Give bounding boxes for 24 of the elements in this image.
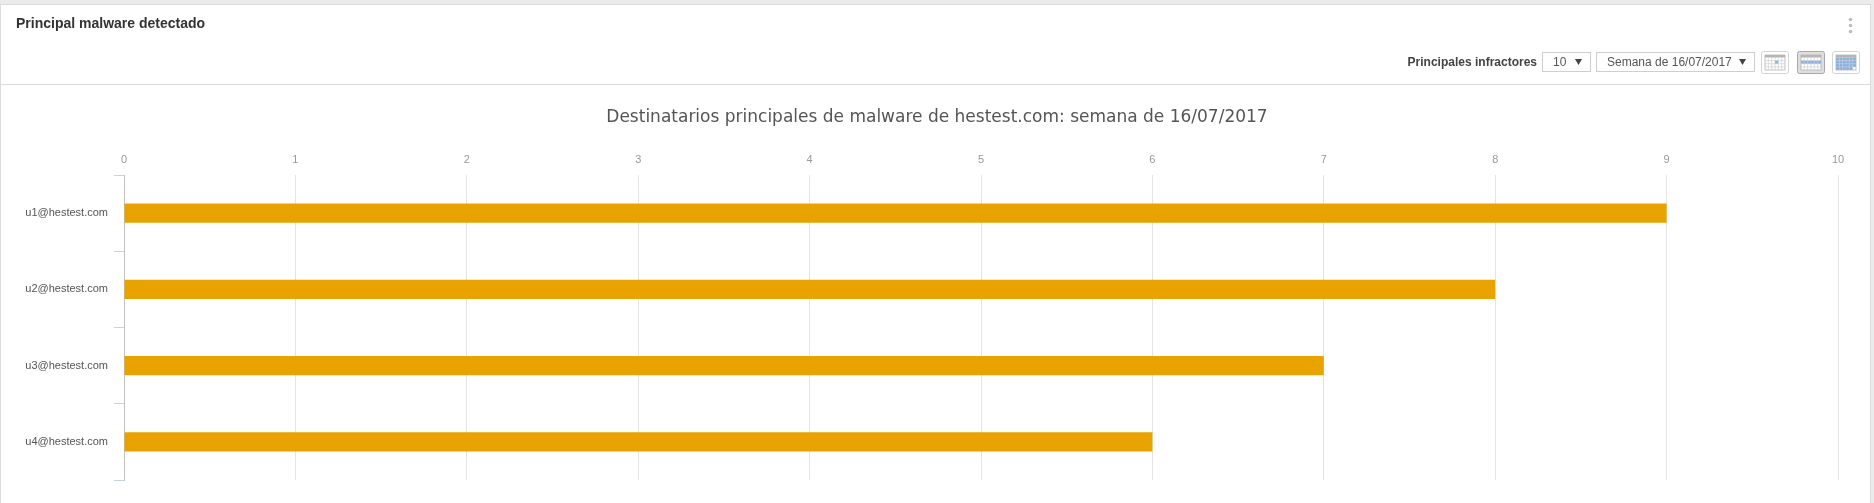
y-tick-label: u3@hestest.com [25, 358, 108, 371]
bar [124, 203, 1667, 223]
dropdown: Semana de 16/07/2017 [1596, 52, 1755, 72]
y-tick-label: u1@hestest.com [25, 206, 108, 219]
chart-subtitle: Destinatarios principales de malware de hestest.com: semana de 16/07/2017 [606, 106, 1268, 127]
x-tick-label: 5 [977, 153, 985, 166]
x-tick-label: 2 [463, 153, 470, 166]
x-tick-label: 9 [1663, 153, 1670, 166]
x-tick-label: 1 [292, 153, 299, 166]
x-tick-label: 0 [120, 153, 128, 166]
chart-title: Principal malware detectado [16, 15, 206, 32]
dropdown: 10 [1542, 52, 1591, 72]
bar [124, 356, 1324, 376]
y-tick-label: u2@hestest.com [25, 282, 108, 295]
x-tick-label: 10 [1831, 153, 1845, 166]
text: Principales infractores [1407, 54, 1537, 70]
x-tick-label: 3 [635, 153, 642, 166]
x-tick-label: 6 [1149, 153, 1156, 166]
y-tick-label: u4@hestest.com [25, 434, 108, 447]
bar [124, 432, 1153, 452]
x-tick-label: 7 [1320, 153, 1327, 166]
bar [124, 279, 1496, 299]
x-tick-label: 8 [1492, 153, 1499, 166]
x-tick-label: 4 [806, 153, 813, 166]
